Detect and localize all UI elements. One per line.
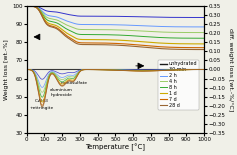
7 d bbox=[111, 42, 114, 44]
2 h bbox=[34, 6, 37, 8]
2 h bbox=[25, 5, 28, 7]
7 d bbox=[107, 42, 109, 44]
7 d bbox=[203, 47, 205, 49]
1 d bbox=[25, 5, 28, 7]
X-axis label: Temperature [°C]: Temperature [°C] bbox=[85, 143, 145, 151]
28 d bbox=[34, 6, 37, 8]
4 h bbox=[34, 6, 37, 8]
unhydrated bbox=[34, 5, 37, 7]
8 h bbox=[203, 37, 205, 39]
28 d bbox=[111, 44, 114, 46]
30 min bbox=[25, 5, 28, 7]
30 min bbox=[197, 17, 200, 18]
Line: 8 h: 8 h bbox=[27, 6, 204, 38]
28 d bbox=[165, 48, 168, 50]
unhydrated bbox=[197, 5, 200, 7]
8 h bbox=[111, 34, 114, 36]
7 d bbox=[165, 46, 168, 48]
unhydrated bbox=[107, 5, 109, 7]
28 d bbox=[203, 49, 205, 51]
4 h bbox=[165, 31, 168, 33]
Line: 1 d: 1 d bbox=[27, 6, 204, 44]
Legend: unhydrated, 30 min, 2 h, 4 h, 8 h, 1 d, 7 d, 28 d: unhydrated, 30 min, 2 h, 4 h, 8 h, 1 d, … bbox=[158, 60, 199, 110]
Text: aluminium
hydroxide: aluminium hydroxide bbox=[50, 89, 73, 97]
30 min bbox=[197, 17, 200, 18]
unhydrated bbox=[111, 5, 114, 7]
28 d bbox=[197, 49, 200, 51]
30 min bbox=[165, 16, 168, 18]
Line: 2 h: 2 h bbox=[27, 6, 204, 27]
8 h bbox=[34, 6, 37, 8]
7 d bbox=[197, 47, 200, 49]
1 d bbox=[111, 39, 114, 41]
30 min bbox=[34, 5, 37, 7]
8 h bbox=[165, 37, 168, 39]
1 d bbox=[165, 42, 168, 44]
4 h bbox=[197, 32, 200, 33]
1 d bbox=[34, 6, 37, 8]
7 d bbox=[25, 5, 28, 7]
7 d bbox=[197, 47, 200, 49]
Y-axis label: diff. weight loss [wt.-%/°C]: diff. weight loss [wt.-%/°C] bbox=[228, 28, 233, 111]
Line: 30 min: 30 min bbox=[27, 6, 204, 18]
1 d bbox=[197, 43, 200, 45]
Line: 4 h: 4 h bbox=[27, 6, 204, 33]
28 d bbox=[25, 5, 28, 7]
30 min bbox=[111, 15, 114, 17]
2 h bbox=[203, 26, 205, 28]
Line: 7 d: 7 d bbox=[27, 6, 204, 48]
8 h bbox=[25, 5, 28, 7]
4 h bbox=[197, 32, 200, 33]
7 d bbox=[34, 6, 37, 8]
2 h bbox=[165, 26, 168, 28]
4 h bbox=[25, 5, 28, 7]
28 d bbox=[107, 44, 109, 46]
Text: CAH$_{10}$
+ettringite: CAH$_{10}$ +ettringite bbox=[29, 97, 54, 110]
30 min bbox=[203, 17, 205, 18]
8 h bbox=[197, 37, 200, 39]
1 d bbox=[203, 43, 205, 45]
28 d bbox=[197, 49, 200, 51]
2 h bbox=[107, 24, 109, 26]
Y-axis label: Weight loss [wt.-%]: Weight loss [wt.-%] bbox=[4, 39, 9, 100]
unhydrated bbox=[165, 5, 168, 7]
2 h bbox=[197, 26, 200, 28]
4 h bbox=[107, 29, 109, 31]
Text: monosulfate: monosulfate bbox=[61, 81, 88, 85]
unhydrated bbox=[203, 5, 205, 7]
4 h bbox=[111, 29, 114, 31]
2 h bbox=[111, 24, 114, 26]
1 d bbox=[197, 43, 200, 45]
4 h bbox=[203, 32, 205, 33]
Line: 28 d: 28 d bbox=[27, 6, 204, 50]
1 d bbox=[107, 39, 109, 41]
unhydrated bbox=[25, 5, 28, 7]
unhydrated bbox=[197, 5, 200, 7]
30 min bbox=[107, 15, 109, 17]
8 h bbox=[197, 37, 200, 39]
2 h bbox=[197, 26, 200, 28]
8 h bbox=[107, 34, 109, 36]
